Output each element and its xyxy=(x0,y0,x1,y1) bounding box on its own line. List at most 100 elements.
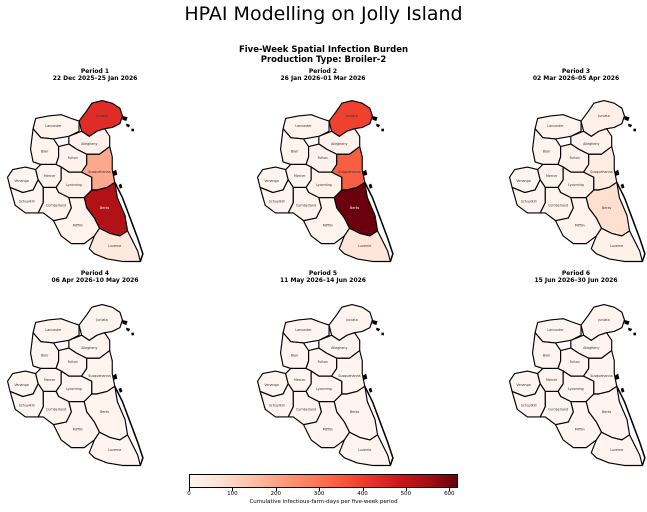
period-map: Lancaster Juniata Allegheny Blair Fulton Vena… xyxy=(6,100,144,263)
period-label: Period 3 xyxy=(561,68,591,75)
region-label: Juniata xyxy=(95,318,107,322)
region-label: Juniata xyxy=(345,114,357,118)
islet xyxy=(126,123,131,128)
period-title: Period 5 11 May 2026–14 Jun 2026 xyxy=(233,270,413,284)
period-label: Period 6 xyxy=(561,270,591,277)
colorbar-tick-label: 100 xyxy=(227,491,238,497)
region-label: Lycoming xyxy=(568,183,584,187)
islet xyxy=(368,183,373,189)
region-label: Luzerne xyxy=(610,448,623,452)
period-label: Period 4 xyxy=(80,270,110,277)
colorbar-tick-label: 200 xyxy=(270,491,282,497)
region-label: Berks xyxy=(350,206,360,210)
islet xyxy=(376,123,381,128)
region-label: Blair xyxy=(291,354,299,358)
region-label: Lancaster xyxy=(547,328,564,332)
region-label: Allegheny xyxy=(81,142,97,146)
islet xyxy=(620,183,625,189)
region-mifflin[interactable] xyxy=(554,401,603,449)
region-mifflin[interactable] xyxy=(52,197,101,245)
region-label: Luzerne xyxy=(358,448,371,452)
coastline xyxy=(616,385,646,466)
region-label: Cumberland xyxy=(296,203,316,207)
region-label: Lancaster xyxy=(45,328,62,332)
colorbar-tick xyxy=(405,488,407,491)
period-title: Period 3 02 Mar 2026–05 Apr 2026 xyxy=(486,68,647,82)
region-label: Fulton xyxy=(68,360,78,364)
region-label: Berks xyxy=(350,410,360,414)
islet xyxy=(628,327,633,332)
colorbar-tick-label: 400 xyxy=(357,491,368,497)
islet xyxy=(362,373,368,380)
region-label: Juniata xyxy=(597,318,609,322)
islet xyxy=(112,169,118,176)
period-map: Lancaster Juniata Allegheny Blair Fulton Vena… xyxy=(508,100,646,263)
region-label: Lycoming xyxy=(66,387,82,391)
region-label: Susquehanna xyxy=(590,170,612,174)
islet xyxy=(118,183,123,189)
region-mifflin[interactable] xyxy=(302,401,351,449)
colorbar-tick xyxy=(232,488,234,491)
period-title: Period 1 22 Dec 2025–25 Jan 2026 xyxy=(5,68,185,82)
region-label: Fulton xyxy=(570,360,580,364)
colorbar-gradient xyxy=(189,474,458,488)
region-label: Allegheny xyxy=(583,142,599,146)
period-dates: 11 May 2026–14 Jun 2026 xyxy=(280,277,366,284)
region-mifflin[interactable] xyxy=(554,197,603,245)
islet xyxy=(381,128,384,132)
region-label: Mifflin xyxy=(323,428,333,432)
region-label: Schuylkill xyxy=(19,199,35,203)
region-label: Venango xyxy=(14,383,28,387)
region-label: Mercer xyxy=(294,378,306,382)
region-label: Lancaster xyxy=(547,124,564,128)
region-label: Luzerne xyxy=(108,244,121,248)
islet xyxy=(122,115,128,122)
period-label: Period 2 xyxy=(308,68,338,75)
region-label: Schuylkill xyxy=(269,199,285,203)
coastline xyxy=(616,181,646,262)
period-label: Period 5 xyxy=(308,270,338,277)
period-dates: 02 Mar 2026–05 Apr 2026 xyxy=(532,75,620,82)
colorbar-tick xyxy=(319,488,321,491)
region-label: Allegheny xyxy=(331,346,347,350)
region-label: Mercer xyxy=(546,378,558,382)
period-label: Period 1 xyxy=(80,68,110,75)
islet xyxy=(372,115,378,122)
region-label: Mifflin xyxy=(575,224,585,228)
region-label: Berks xyxy=(602,410,612,414)
region-label: Mifflin xyxy=(323,224,333,228)
islet xyxy=(131,332,134,336)
region-label: Mercer xyxy=(294,174,306,178)
region-label: Berks xyxy=(100,206,110,210)
app-title: HPAI Modelling on Jolly Island xyxy=(184,3,463,25)
region-label: Susquehanna xyxy=(88,374,110,378)
region-label: Fulton xyxy=(68,156,78,160)
region-label: Cumberland xyxy=(548,407,568,411)
region-label: Juniata xyxy=(345,318,357,322)
region-label: Mifflin xyxy=(73,428,83,432)
islet xyxy=(381,332,384,336)
colorbar-caption: Cumulative infectious-farm-days per five… xyxy=(249,499,398,505)
colorbar-tick xyxy=(275,488,277,491)
period-title: Period 2 26 Jan 2026–01 Mar 2026 xyxy=(233,68,413,82)
region-label: Luzerne xyxy=(610,244,623,248)
islet xyxy=(112,373,118,380)
islet xyxy=(624,115,630,122)
region-label: Mercer xyxy=(44,378,56,382)
region-mifflin[interactable] xyxy=(302,197,351,245)
islet xyxy=(368,387,373,393)
islet xyxy=(628,123,633,128)
period-dates: 15 Jun 2026–30 Jun 2026 xyxy=(534,277,618,284)
colorbar-tick-label: 300 xyxy=(313,491,325,497)
region-label: Susquehanna xyxy=(338,374,360,378)
coastline xyxy=(114,385,144,466)
islet xyxy=(620,387,625,393)
islet xyxy=(633,332,636,336)
region-label: Blair xyxy=(543,150,551,154)
period-map: Lancaster Juniata Allegheny Blair Fulton Vena… xyxy=(256,304,394,467)
region-label: Schuylkill xyxy=(521,199,537,203)
region-mifflin[interactable] xyxy=(52,401,101,449)
islet xyxy=(126,327,131,332)
islet xyxy=(131,128,134,132)
region-label: Susquehanna xyxy=(590,374,612,378)
